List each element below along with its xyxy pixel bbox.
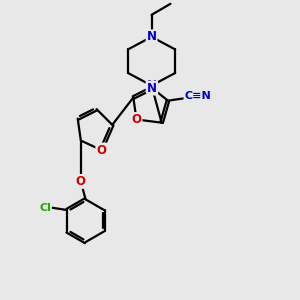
Text: N: N [147, 30, 157, 43]
Text: O: O [131, 113, 142, 126]
Text: N: N [147, 79, 157, 92]
Text: C≡N: C≡N [184, 91, 211, 101]
Text: N: N [147, 82, 157, 94]
Text: Cl: Cl [39, 202, 51, 212]
Text: O: O [96, 143, 106, 157]
Text: O: O [76, 175, 86, 188]
